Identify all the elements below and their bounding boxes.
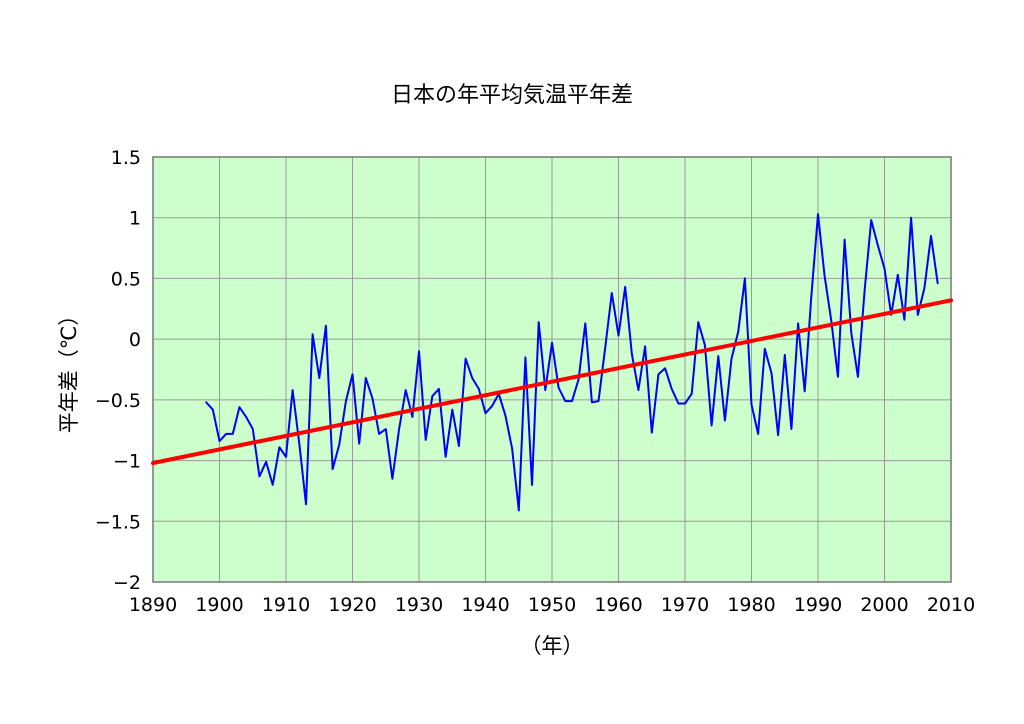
x-tick-label: 1920 [328, 594, 376, 616]
x-tick-label: 1890 [129, 594, 177, 616]
x-tick-label: 2000 [860, 594, 908, 616]
x-tick-label: 1980 [727, 594, 775, 616]
x-axis-title: （年） [521, 634, 584, 658]
y-tick-labels: 1.5 1 0.5 0 −0.5 −1 −1.5 −2 [95, 147, 141, 594]
chart-title: 日本の年平均気温平年差 [391, 83, 633, 108]
trend-line [151, 298, 953, 465]
y-tick-label: −1.5 [95, 511, 141, 533]
x-tick-label: 1940 [461, 594, 509, 616]
x-tick-label: 2010 [927, 594, 975, 616]
temperature-anomaly-line [205, 213, 939, 512]
y-tick-label: 0.5 [111, 268, 141, 290]
x-tick-label: 1930 [395, 594, 443, 616]
x-tick-label: 1990 [794, 594, 842, 616]
x-tick-labels: 1890 1900 1910 1920 1930 1940 1950 1960 1970 1980… [129, 594, 975, 616]
y-tick-label: −0.5 [95, 390, 141, 412]
y-tick-label: 1 [129, 208, 141, 230]
x-gridlines [152, 157, 952, 582]
y-axis-title: 平年差（℃） [57, 305, 81, 434]
x-tick-label: 1950 [528, 594, 576, 616]
y-tick-label: 0 [129, 329, 141, 351]
y-tick-label: 1.5 [111, 147, 141, 169]
y-tick-label: −2 [113, 572, 141, 594]
x-tick-label: 1910 [262, 594, 310, 616]
x-tick-label: 1900 [195, 594, 243, 616]
series-layer [151, 213, 953, 512]
x-tick-label: 1960 [594, 594, 642, 616]
x-tick-label: 1970 [661, 594, 709, 616]
y-tick-label: −1 [113, 451, 141, 473]
plot-border [152, 156, 952, 583]
